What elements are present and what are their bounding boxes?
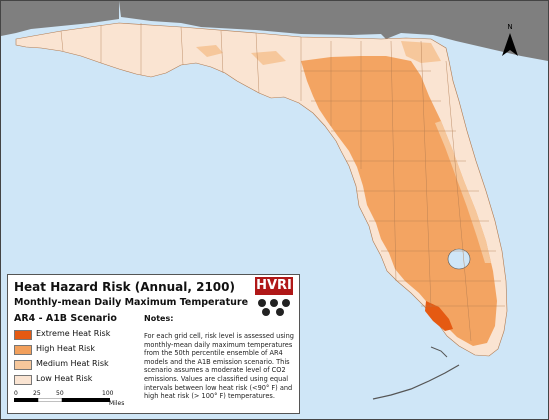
hazard-icons xyxy=(258,299,290,316)
legend-item-low: Low Heat Risk xyxy=(14,374,118,386)
legend-label-high: High Heat Risk xyxy=(36,344,96,353)
scale-tick-100: 100 xyxy=(102,390,114,397)
legend-scenario: AR4 - A1B Scenario xyxy=(14,313,117,324)
florida-keys xyxy=(372,364,460,400)
legend-swatch-high xyxy=(14,345,32,355)
notes-title: Notes: xyxy=(144,314,174,323)
scale-unit: Miles xyxy=(109,400,125,407)
scale-bar: 0 25 50 100 Miles xyxy=(14,390,134,412)
hvri-logo-text: HVRI xyxy=(255,277,293,295)
medium-risk-panhandle-2 xyxy=(251,51,286,65)
legend-subtitle: Monthly-mean Daily Maximum Temperature xyxy=(14,297,249,308)
notes-text: For each grid cell, risk level is assess… xyxy=(144,332,294,401)
north-arrow-icon xyxy=(502,33,518,56)
legend-title: Heat Hazard Risk (Annual, 2100) xyxy=(14,280,235,294)
extreme-risk-southwest xyxy=(425,301,453,331)
medium-risk-panhandle-1 xyxy=(196,45,223,57)
legend-swatch-extreme xyxy=(14,330,32,340)
legend-panel: Heat Hazard Risk (Annual, 2100) Monthly-… xyxy=(7,274,300,414)
legend-item-high: High Heat Risk xyxy=(14,344,118,356)
legend-label-medium: Medium Heat Risk xyxy=(36,359,109,368)
scale-tick-25: 25 xyxy=(33,390,41,397)
medium-risk-east-coast xyxy=(435,121,491,263)
medium-risk-northeast xyxy=(401,41,441,63)
county-lines xyxy=(60,23,505,342)
legend-item-extreme: Extreme Heat Risk xyxy=(14,329,118,341)
neighbor-states-land xyxy=(1,1,548,61)
legend-swatch-medium xyxy=(14,360,32,370)
legend-item-medium: Medium Heat Risk xyxy=(14,359,118,371)
lake-okeechobee xyxy=(447,248,471,270)
scale-tick-0: 0 xyxy=(14,390,18,397)
scale-bar-graphic xyxy=(14,398,110,402)
legend-swatch-low xyxy=(14,375,32,385)
legend-label-low: Low Heat Risk xyxy=(36,374,93,383)
north-arrow: N xyxy=(497,23,523,59)
high-risk-region xyxy=(301,56,497,346)
scale-tick-50: 50 xyxy=(56,390,64,397)
hvri-logo: HVRI xyxy=(255,277,293,317)
bay-islands xyxy=(430,346,448,358)
north-arrow-label: N xyxy=(507,23,513,31)
legend-label-extreme: Extreme Heat Risk xyxy=(36,329,111,338)
